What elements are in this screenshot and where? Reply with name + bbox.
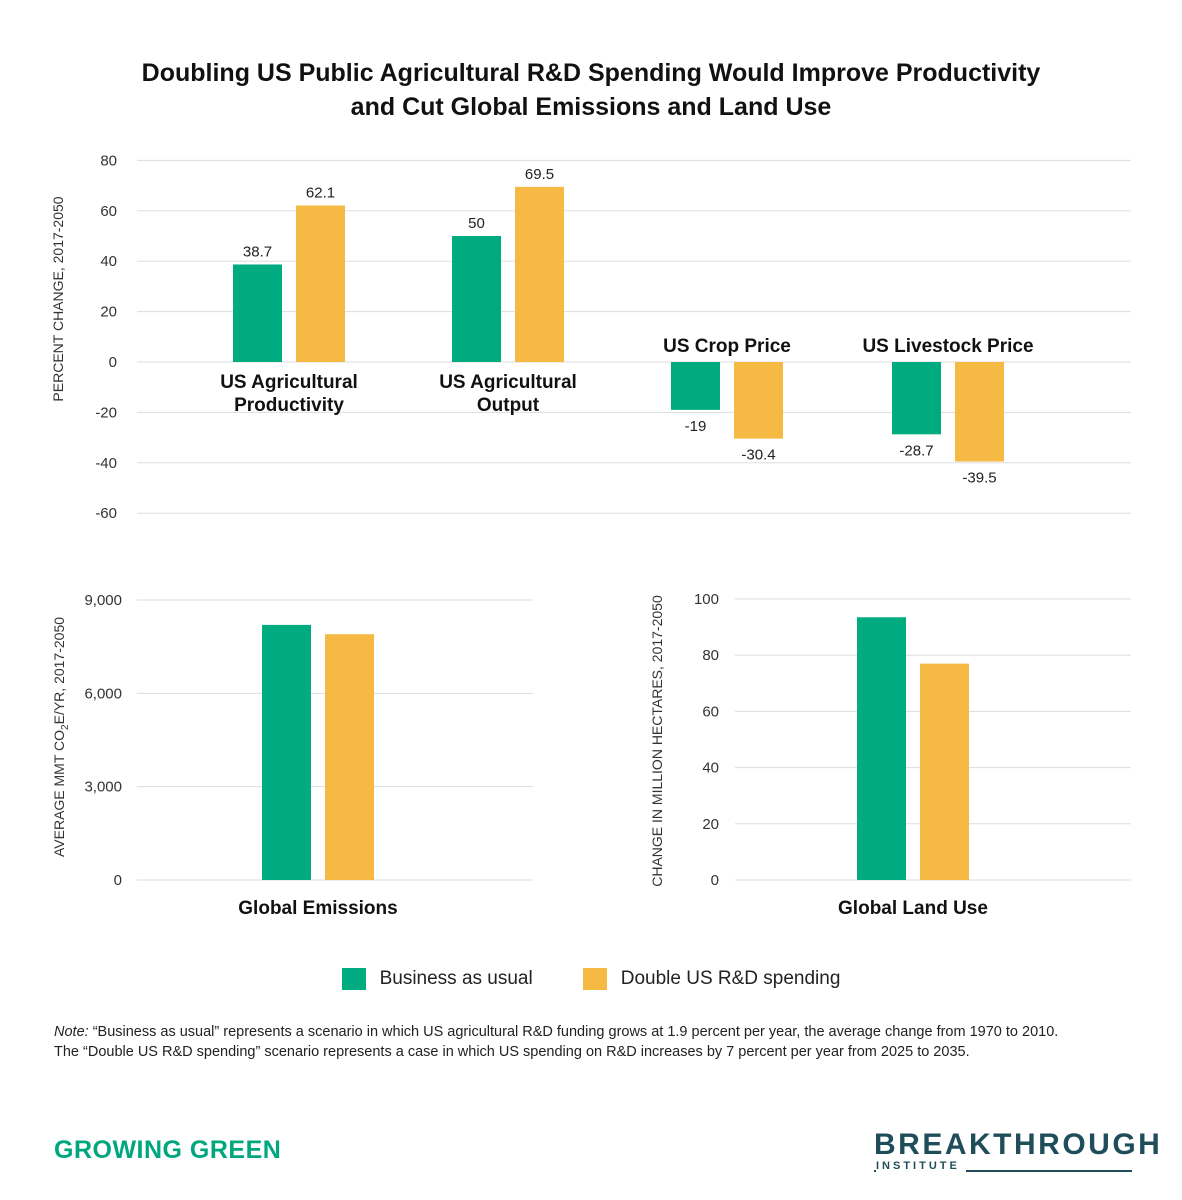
footnote: Note: “Business as usual” represents a s…	[54, 1022, 1134, 1062]
c3-y-tick-label: 40	[702, 760, 719, 777]
c1-bar	[892, 362, 941, 435]
c3-y-tick-label: 0	[711, 872, 719, 889]
c2-category-label: Global Emissions	[238, 898, 397, 919]
c2-bar	[325, 634, 374, 880]
legend-item-bau: Business as usual	[341, 968, 533, 990]
legend-item-double: Double US R&D spending	[582, 968, 841, 990]
legend: Business as usual Double US R&D spending	[0, 968, 1182, 990]
c1-data-label: -30.4	[741, 447, 775, 464]
breakthrough-institute-logo: BREAKTHROUGH INSTITUTE	[874, 1122, 1160, 1182]
legend-label-bau: Business as usual	[379, 968, 533, 989]
c3-y-axis-label: CHANGE IN MILLION HECTARES, 2017-2050	[649, 595, 665, 887]
breakthrough-logo-sub: INSTITUTE	[876, 1160, 966, 1172]
c2-y-axis-label: AVERAGE MMT CO2E/YR, 2017-2050	[51, 617, 71, 857]
c1-y-tick-label: 0	[109, 354, 117, 371]
c1-category-label: US Agricultural	[439, 372, 577, 393]
c1-y-tick-label: 80	[100, 152, 117, 169]
c1-y-tick-label: 20	[100, 304, 117, 321]
c1-y-tick-label: -40	[95, 455, 117, 472]
c1-data-label: 50	[468, 215, 485, 232]
chart-title-line-1: Doubling US Public Agricultural R&D Spen…	[141, 59, 1041, 87]
c1-bar	[955, 362, 1004, 462]
c1-category-label: US Livestock Price	[862, 336, 1033, 357]
c2-bar	[262, 624, 311, 880]
footnote-lead: Note:	[54, 1024, 89, 1040]
c3-category-label: Global Land Use	[838, 898, 988, 919]
c1-category-label: Productivity	[234, 395, 344, 416]
breakthrough-logo-word: BREAKTHROUGH	[874, 1128, 1163, 1161]
chart-title: Doubling US Public Agricultural R&D Spen…	[0, 56, 1182, 124]
c1-bar	[515, 186, 564, 362]
c1-data-label: 62.1	[306, 185, 335, 202]
breakthrough-logo-rule	[874, 1170, 1132, 1172]
c2-y-tick-label: 3,000	[84, 779, 122, 796]
footnote-line-2: The “Double US R&D spending” scenario re…	[54, 1044, 970, 1060]
c3-bar	[857, 617, 906, 880]
c1-bar	[233, 264, 282, 362]
c3-y-tick-label: 100	[694, 591, 719, 608]
c1-data-label: 38.7	[243, 243, 272, 260]
c3-y-tick-label: 20	[702, 816, 719, 833]
c1-data-label: -19	[685, 418, 707, 435]
c1-bar	[671, 362, 720, 410]
c1-data-label: -39.5	[962, 470, 996, 487]
c1-category-label: US Crop Price	[663, 336, 791, 357]
c3-y-tick-label: 60	[702, 703, 719, 720]
legend-swatch-double	[582, 968, 607, 990]
c1-data-label: -28.7	[899, 442, 933, 459]
legend-swatch-bau	[341, 968, 366, 990]
chart-title-line-2: and Cut Global Emissions and Land Use	[350, 93, 832, 121]
c1-bar	[734, 362, 783, 439]
c1-y-tick-label: 40	[100, 253, 117, 270]
c1-y-tick-label: 60	[100, 203, 117, 220]
legend-label-double: Double US R&D spending	[620, 968, 841, 989]
c2-y-tick-label: 6,000	[84, 685, 122, 702]
c3-bar	[920, 663, 969, 880]
c1-bar	[296, 205, 345, 362]
footnote-line-1: “Business as usual” represents a scenari…	[88, 1024, 1059, 1040]
c1-bar	[452, 236, 501, 362]
c1-category-label: US Agricultural	[220, 372, 358, 393]
c3-y-tick-label: 80	[702, 647, 719, 664]
c1-y-axis-label: PERCENT CHANGE, 2017-2050	[50, 196, 66, 401]
c1-category-label: Output	[477, 395, 540, 416]
c2-y-tick-label: 0	[114, 872, 122, 889]
c1-y-tick-label: -20	[95, 404, 117, 421]
c2-y-tick-label: 9,000	[84, 592, 122, 609]
growing-green-logo: GROWING GREEN	[54, 1136, 282, 1164]
c1-y-tick-label: -60	[95, 505, 117, 522]
c1-data-label: 69.5	[525, 166, 554, 183]
